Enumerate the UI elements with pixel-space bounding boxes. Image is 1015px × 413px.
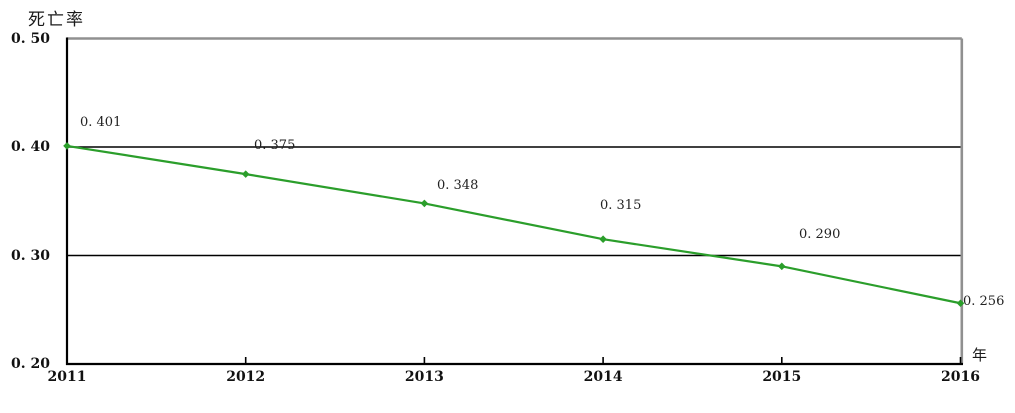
data-point-marker [420,199,429,208]
data-point-label: 0. 401 [80,115,122,130]
x-tick-label: 2013 [404,369,444,385]
data-point-label: 0. 348 [437,178,479,193]
data-point-marker [63,142,71,150]
data-point-marker [241,170,250,178]
x-tick-label: 2015 [762,369,802,385]
y-tick-label: 0. 30 [11,247,50,264]
data-point-marker [956,299,965,308]
y-tick-label: 0. 50 [11,30,50,47]
data-point-label: 0. 256 [963,294,1005,309]
x-tick-label: 2016 [941,369,980,385]
x-tick-label: 2014 [583,369,623,385]
y-tick-label: 0. 20 [11,356,50,372]
x-tick-label: 2011 [47,369,87,385]
data-point-marker [599,235,607,244]
y-tick-label: 0. 40 [11,139,50,155]
x-tick-label: 2012 [226,369,266,385]
line-series [66,144,961,305]
x-axis-unit-label: 年 [972,346,988,364]
data-point-label: 0. 375 [254,138,296,153]
data-point-label: 0. 290 [799,227,841,242]
data-point-label: 0. 315 [600,198,642,213]
y-axis-title: 死亡率 [28,10,85,30]
data-point-marker [778,262,786,271]
